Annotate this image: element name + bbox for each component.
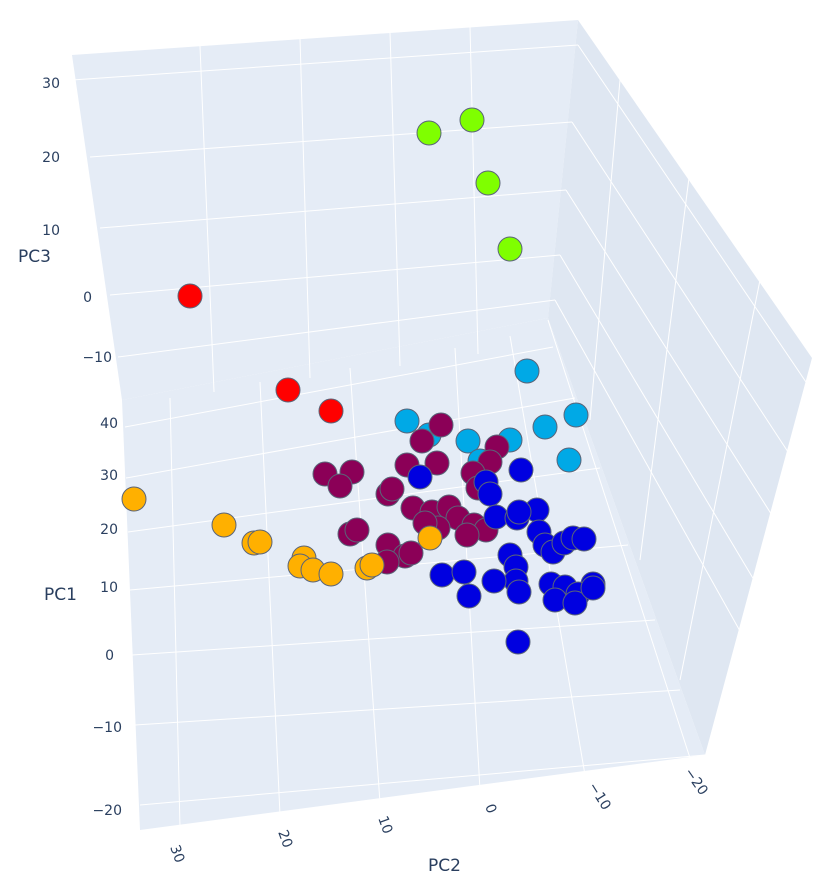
grid-line [565,189,776,521]
grid-line [589,79,621,421]
scatter-point[interactable] [477,481,503,507]
grid-line [134,689,681,726]
pc1-tick-label: 20 [100,522,118,538]
grid-line [349,367,381,804]
scatter-point[interactable] [571,526,597,552]
scatter-point[interactable] [327,473,353,499]
pc2-tick-label: 20 [274,828,295,850]
scatter-point[interactable] [556,447,582,473]
scatter-point[interactable] [379,476,405,502]
grid-line [259,381,281,816]
grid-line [199,45,215,393]
scatter-point[interactable] [580,575,606,601]
scatter-point[interactable] [417,525,443,551]
grid-line [389,31,401,367]
pc2-tick-label: −20 [681,765,711,798]
scatter-point[interactable] [563,402,589,428]
pc1-tick-label: 30 [100,468,118,484]
scatter-point[interactable] [407,464,433,490]
scatter-point[interactable] [454,522,480,548]
scatter-point[interactable] [211,512,237,538]
pc3-tick-label: −10 [82,350,112,366]
scatter-point[interactable] [416,120,442,146]
pc1-tick-label: 10 [100,580,118,596]
scatter-point[interactable] [318,398,344,424]
grid-line [71,44,579,81]
scatter-point[interactable] [451,559,477,585]
grid-line [559,254,761,591]
pc3-tick-label: 30 [42,76,60,92]
pc3-tick-label: 20 [42,150,60,166]
pc1-axis-title: PC1 [44,585,77,605]
pc1-tick-label: −20 [92,803,122,819]
grid-line [554,299,746,641]
scatter-point[interactable] [121,486,147,512]
pc1-tick-label: 0 [105,648,114,664]
grid-line [547,319,691,759]
pc3-tick-label: 10 [42,223,60,239]
grid-line [125,397,576,479]
grid-line [469,25,479,355]
scatter-point[interactable] [275,377,301,403]
pc2-tick-label: 0 [481,802,499,816]
scatter-point[interactable] [428,412,454,438]
scatter-point[interactable] [483,504,509,530]
scatter-point[interactable] [514,358,540,384]
pc2-tick-label: 30 [166,843,187,865]
grid-line [89,121,573,158]
scatter-point[interactable] [359,552,385,578]
scatter-point[interactable] [532,414,558,440]
scatter-point[interactable] [177,283,203,309]
scatter-point[interactable] [398,540,424,566]
scatter-point[interactable] [562,590,588,616]
floor-wall [122,318,705,830]
scatter-point[interactable] [429,562,455,588]
pc1-tick-label: 40 [100,416,118,432]
grid-line [169,397,181,829]
grid-line [117,299,556,358]
scatter-point[interactable] [318,561,344,587]
scatter-point[interactable] [505,629,531,655]
pc3-tick-label: 0 [83,290,92,306]
grid-line [571,121,791,456]
grid-line [139,754,706,806]
pc2-axis-title: PC2 [428,856,461,876]
scatter-point[interactable] [497,236,523,262]
grid-lines [71,25,809,829]
right-side-wall [548,20,812,755]
scatter-point[interactable] [508,457,534,483]
pc2-tick-label: 10 [374,814,395,836]
scatter-point[interactable] [394,408,420,434]
grid-line [679,279,761,681]
scatter-point[interactable] [409,428,435,454]
scatter-point[interactable] [344,517,370,543]
scatter-point[interactable] [459,107,485,133]
grid-line [99,189,567,229]
scatter-point[interactable] [456,583,482,609]
marker-layer [121,107,606,655]
grid-line [131,619,656,656]
scatter-point[interactable] [455,428,481,454]
grid-line [639,169,691,561]
grid-line [299,37,311,379]
scatter-point[interactable] [475,170,501,196]
scatter-point[interactable] [247,529,273,555]
grid-line [124,346,554,428]
pc3-axis-title: PC3 [18,247,51,267]
scatter-point[interactable] [424,450,450,476]
pc2-tick-label: −10 [585,780,614,814]
pc1-tick-label: −10 [92,720,122,736]
grid-line [577,44,809,386]
scatter-point[interactable] [481,568,507,594]
scatter-point[interactable] [506,579,532,605]
scatter-point[interactable] [506,499,532,525]
